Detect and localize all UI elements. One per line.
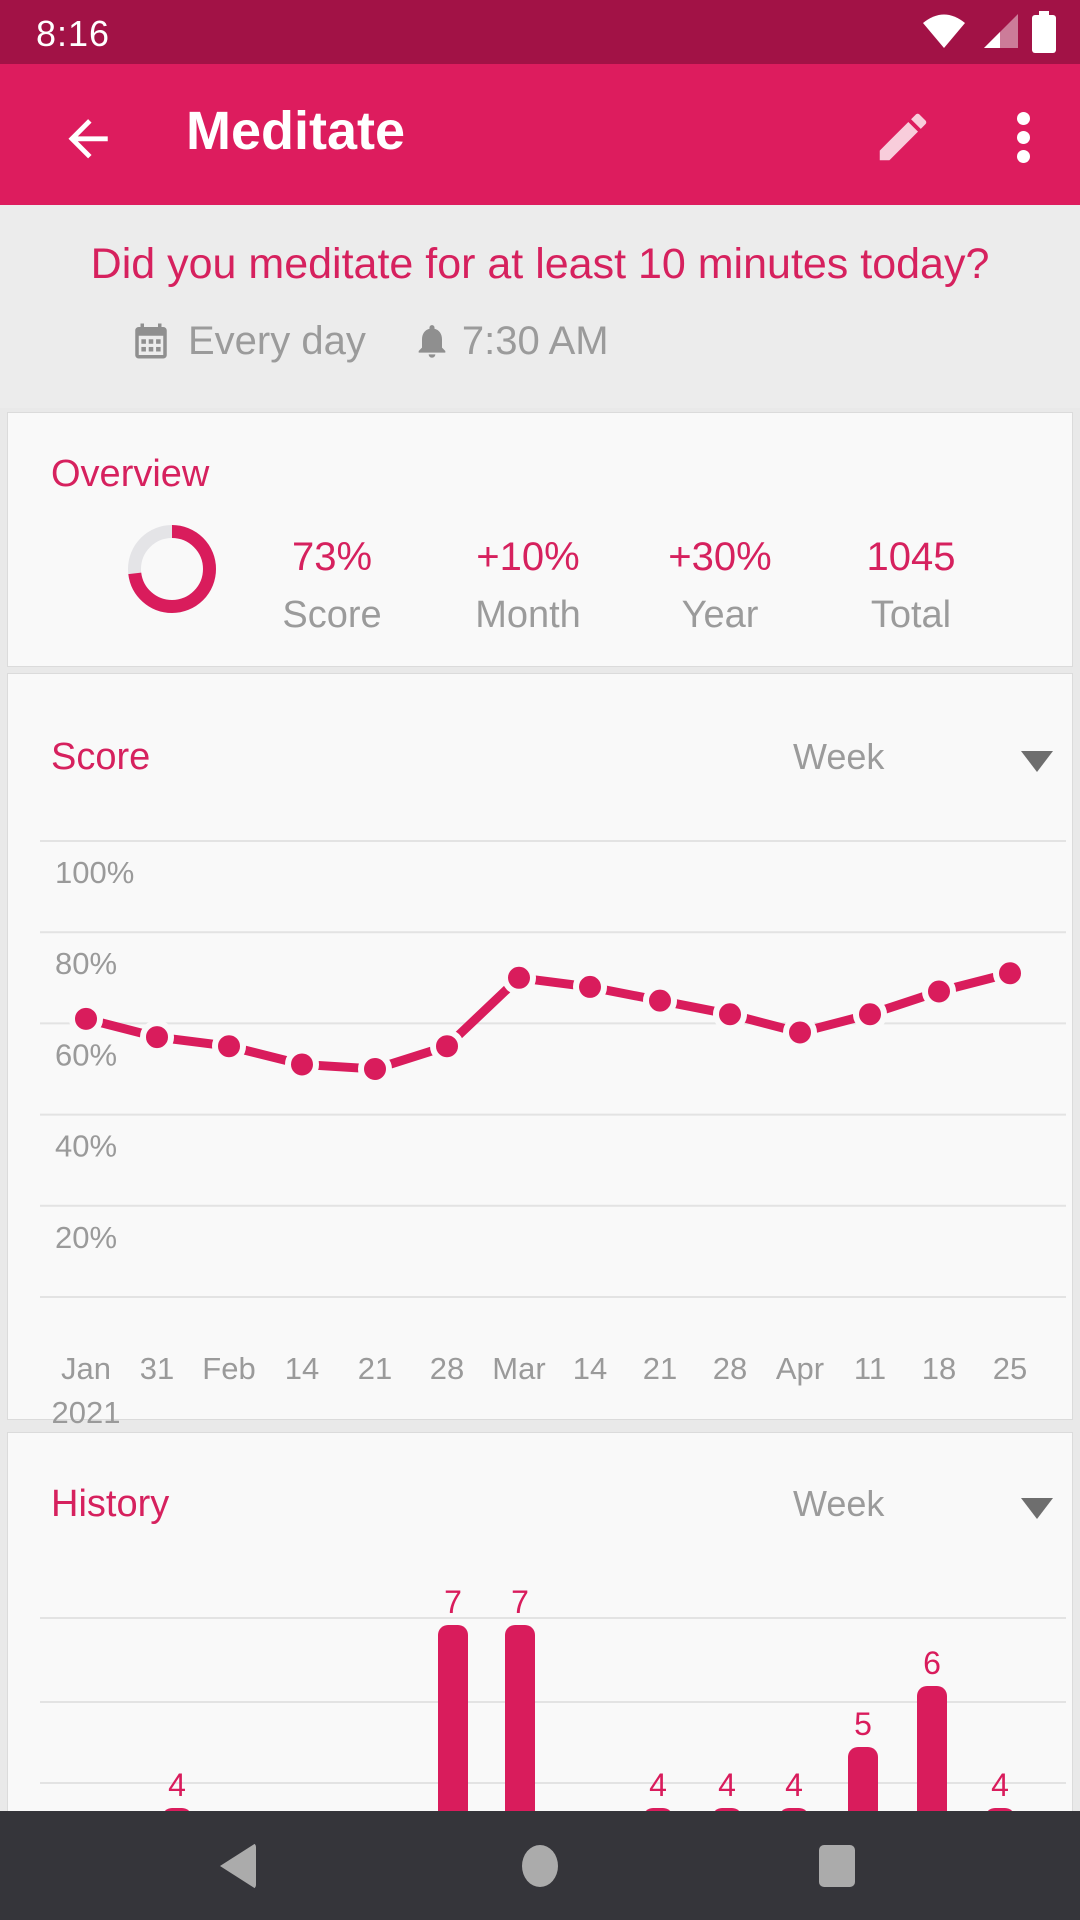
nav-recents-button[interactable] <box>777 1811 897 1920</box>
back-arrow-icon[interactable] <box>48 104 128 168</box>
nav-home-button[interactable] <box>480 1811 600 1920</box>
stat-year: +30% Year <box>630 535 810 637</box>
habit-question: Did you meditate for at least 10 minutes… <box>90 240 990 288</box>
svg-text:7: 7 <box>511 1584 529 1620</box>
svg-text:11: 11 <box>854 1351 886 1386</box>
habit-question-section: Did you meditate for at least 10 minutes… <box>0 205 1080 408</box>
svg-text:14: 14 <box>285 1351 319 1386</box>
chevron-down-icon <box>1021 750 1053 772</box>
svg-text:18: 18 <box>922 1351 956 1386</box>
svg-text:40%: 40% <box>55 1129 117 1164</box>
page-title: Meditate <box>186 101 406 161</box>
schedule-row: Every day 7:30 AM <box>130 315 609 367</box>
svg-text:4: 4 <box>168 1767 186 1803</box>
score-title: Score <box>51 736 151 778</box>
svg-text:28: 28 <box>713 1351 747 1386</box>
battery-icon <box>1032 11 1056 53</box>
recents-square-icon <box>819 1844 855 1887</box>
android-nav-bar <box>0 1811 1080 1920</box>
overview-card: Overview 73% Score +10% Month +30% Year … <box>7 412 1073 667</box>
svg-text:Feb: Feb <box>202 1351 255 1386</box>
stat-year-value: +30% <box>668 535 772 579</box>
svg-text:20%: 20% <box>55 1220 117 1255</box>
back-triangle-icon <box>220 1842 256 1889</box>
stat-total: 1045 Total <box>821 535 1001 637</box>
history-range-value: Week <box>793 1483 885 1524</box>
nav-back-button[interactable] <box>178 1811 298 1920</box>
stat-score-label: Score <box>282 594 382 636</box>
stat-total-value: 1045 <box>866 535 956 579</box>
svg-text:4: 4 <box>718 1767 736 1803</box>
svg-text:Jan: Jan <box>61 1351 111 1386</box>
svg-text:21: 21 <box>643 1351 677 1386</box>
overflow-menu-icon[interactable] <box>995 106 1055 168</box>
stat-score-value: 73% <box>291 535 373 579</box>
stat-total-label: Total <box>870 594 952 636</box>
home-circle-icon <box>522 1844 558 1887</box>
overview-title: Overview <box>51 453 210 495</box>
reminder-time-text: 7:30 AM <box>461 318 609 363</box>
svg-text:5: 5 <box>854 1706 872 1742</box>
svg-text:21: 21 <box>358 1351 392 1386</box>
status-bar: 8:16 <box>0 0 1080 64</box>
svg-text:7: 7 <box>444 1584 462 1620</box>
stat-month-value: +10% <box>476 535 580 579</box>
chevron-down-icon <box>1021 1497 1053 1519</box>
stat-year-label: Year <box>681 594 759 636</box>
history-title: History <box>51 1483 170 1525</box>
svg-text:60%: 60% <box>55 1037 117 1072</box>
stat-score: 73% Score <box>242 535 422 637</box>
wifi-icon <box>923 14 965 48</box>
edit-pencil-icon[interactable] <box>860 106 946 168</box>
score-line-chart: 100% 80% 60% 40% 20% Jan 2021 31 Feb 14 21 28 Mar 14 2… <box>40 840 1066 1430</box>
score-range-dropdown[interactable]: Week <box>793 736 1053 778</box>
svg-text:4: 4 <box>785 1767 803 1803</box>
svg-text:100%: 100% <box>55 855 134 890</box>
reminder-group: 7:30 AM <box>412 319 609 364</box>
svg-text:2021: 2021 <box>52 1395 121 1430</box>
score-card: Score Week <box>7 673 1073 1420</box>
svg-text:Apr: Apr <box>776 1351 824 1386</box>
svg-text:Mar: Mar <box>492 1351 545 1386</box>
score-ring-chart <box>128 525 216 613</box>
svg-text:25: 25 <box>993 1351 1027 1386</box>
svg-text:4: 4 <box>991 1767 1009 1803</box>
svg-text:31: 31 <box>140 1351 174 1386</box>
bell-icon <box>418 325 446 358</box>
score-range-value: Week <box>793 736 885 777</box>
cell-signal-icon <box>984 14 1018 48</box>
clock-text: 8:16 <box>36 13 111 54</box>
frequency-text: Every day <box>188 318 366 363</box>
svg-text:14: 14 <box>573 1351 607 1386</box>
stat-month-label: Month <box>475 594 581 636</box>
svg-text:6: 6 <box>923 1645 941 1681</box>
history-range-dropdown[interactable]: Week <box>793 1483 1053 1525</box>
calendar-icon <box>135 323 167 359</box>
svg-text:80%: 80% <box>55 946 117 981</box>
app-bar: Meditate <box>0 64 1080 205</box>
svg-text:4: 4 <box>649 1767 667 1803</box>
stat-month: +10% Month <box>438 535 618 637</box>
svg-text:28: 28 <box>430 1351 464 1386</box>
